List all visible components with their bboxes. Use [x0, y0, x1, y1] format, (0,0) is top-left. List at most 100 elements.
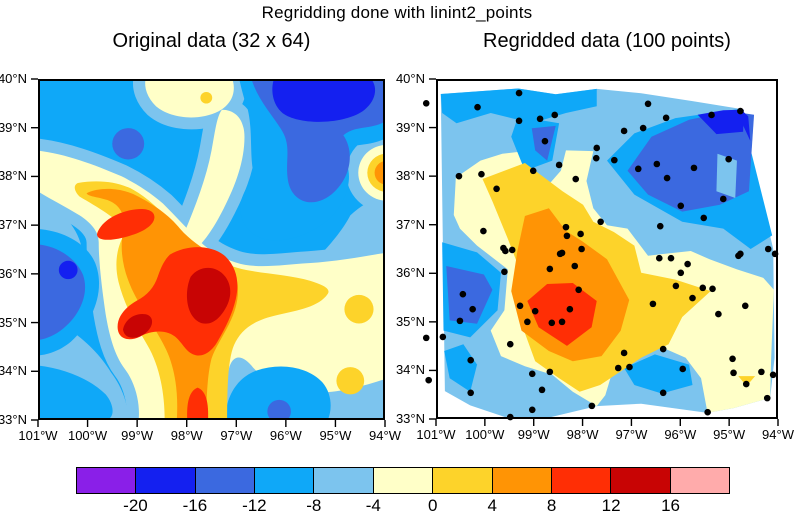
data-point-marker — [506, 340, 514, 348]
lat-tick-label: 38°N — [0, 168, 27, 184]
lat-tick-label: 37°N — [0, 217, 27, 233]
lon-tick-label: 98°W — [566, 427, 599, 442]
data-point-marker — [575, 286, 582, 294]
data-point-marker — [659, 345, 667, 353]
data-point-marker — [662, 114, 670, 122]
contour-region — [200, 91, 213, 104]
colorbar-tick-label: -16 — [182, 496, 208, 515]
data-point-marker — [737, 107, 744, 115]
lon-tick-label: 96°W — [269, 428, 302, 443]
contour-region — [527, 283, 597, 346]
lon-tick-label: 97°W — [615, 427, 648, 442]
lon-tick-label: 98°W — [170, 428, 203, 443]
plot-frame — [38, 79, 385, 420]
colorbar-tick-label: 4 — [487, 496, 497, 515]
data-point-marker — [758, 368, 765, 376]
lat-tick-label: 37°N — [395, 216, 425, 232]
lat-tick-label: 38°N — [395, 168, 425, 184]
data-point-marker — [742, 380, 750, 388]
colorbar-cell — [670, 468, 729, 493]
data-point-marker — [644, 100, 652, 108]
data-point-marker — [653, 160, 661, 168]
data-point-marker — [422, 334, 430, 342]
figure-title: Regridding done with linint2_points — [261, 3, 533, 22]
data-point-marker — [422, 99, 430, 107]
data-point-marker — [531, 307, 539, 315]
data-point-marker — [563, 232, 571, 240]
data-point-marker — [769, 371, 777, 379]
data-point-marker — [763, 394, 771, 402]
contour-plot-original — [31, 78, 386, 427]
data-point-marker — [715, 310, 722, 318]
data-point-marker — [639, 124, 647, 132]
lat-tick-label: 34°N — [395, 362, 425, 378]
data-point-marker — [493, 185, 500, 193]
lon-tick-label: 99°W — [517, 427, 550, 442]
lat-tick-label: 33°N — [395, 411, 425, 426]
colorbar-cell — [492, 468, 552, 493]
colorbar-tick-label: 0 — [427, 496, 438, 515]
data-point-marker — [677, 202, 685, 210]
lon-tick-label: 97°W — [220, 428, 253, 443]
data-point-marker — [456, 317, 464, 325]
data-point-marker — [467, 389, 474, 397]
data-point-marker — [524, 318, 531, 326]
data-point-marker — [538, 386, 546, 394]
data-point-marker — [611, 156, 618, 164]
contour-region — [374, 160, 385, 185]
data-point-marker — [502, 247, 509, 255]
data-point-marker — [592, 154, 600, 162]
data-point-marker — [700, 214, 708, 222]
data-point-marker — [546, 265, 554, 273]
lon-tick-label: 94°W — [369, 428, 401, 443]
contour-region — [58, 260, 78, 280]
lon-tick-label: 101°W — [416, 427, 456, 442]
colorbar-cell — [433, 468, 493, 493]
colorbar-cell — [255, 468, 315, 493]
data-point-marker — [659, 389, 667, 397]
contour-region — [444, 344, 478, 392]
data-point-marker — [474, 103, 481, 111]
lon-tick-label: 95°W — [713, 427, 746, 442]
lon-tick-label: 100°W — [67, 428, 108, 443]
data-point-marker — [729, 355, 736, 363]
lon-tick-label: 100°W — [465, 427, 505, 442]
contour-region — [187, 387, 209, 420]
lat-tick-label: 39°N — [395, 119, 425, 135]
data-point-marker — [546, 368, 554, 376]
colorbar-tick-label: 12 — [601, 496, 621, 515]
lat-tick-label: 35°N — [395, 313, 425, 329]
contour-region — [740, 108, 751, 141]
colorbar — [76, 467, 730, 494]
data-point-marker — [699, 284, 707, 292]
data-point-marker — [649, 300, 657, 308]
colorbar-cell — [136, 468, 196, 493]
data-point-marker — [764, 245, 772, 253]
contour-region — [186, 267, 231, 324]
plot-frame — [436, 79, 778, 419]
data-point-marker — [578, 245, 585, 253]
data-point-marker — [597, 218, 604, 226]
data-point-marker — [541, 137, 549, 145]
data-point-marker — [689, 294, 696, 302]
data-point-marker — [536, 115, 544, 123]
data-point-marker — [467, 356, 474, 364]
data-point-marker — [516, 302, 524, 310]
data-point-marker — [588, 402, 596, 410]
lat-tick-label: 36°N — [0, 265, 27, 281]
data-point-marker — [730, 369, 737, 377]
lat-tick-label: 33°N — [0, 412, 27, 427]
data-point-marker — [508, 246, 516, 254]
contour-region — [123, 314, 153, 338]
data-point-marker — [558, 318, 566, 326]
contour-region — [267, 399, 291, 420]
data-point-marker — [571, 262, 579, 270]
data-point-marker — [577, 230, 584, 238]
data-point-marker — [528, 370, 536, 378]
data-point-marker — [593, 144, 601, 152]
data-point-marker — [663, 174, 671, 182]
colorbar-tick-label: 8 — [546, 496, 557, 515]
data-point-marker — [719, 195, 727, 203]
panel-title-regridded: Regridded data (100 points) — [483, 30, 731, 52]
